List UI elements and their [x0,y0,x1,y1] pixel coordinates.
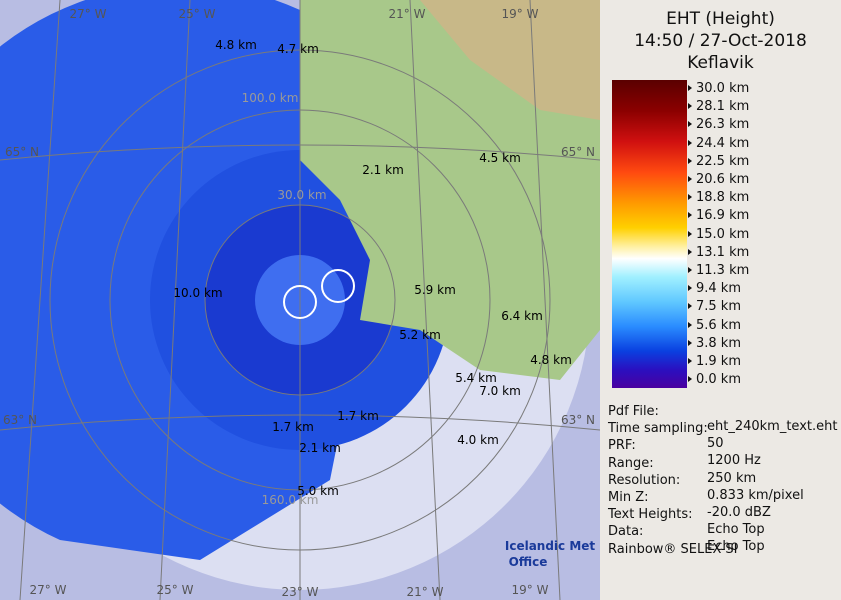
logo-text: Office [509,555,548,569]
echo-top-label: 5.0 km [297,484,339,498]
radar-site [283,285,317,319]
info-value: 0.833 km/pixel [707,487,804,503]
info-value: -20.0 dBZ [707,505,771,520]
legend-label: 1.9 km [688,354,741,369]
info-value: 1200 Hz [707,453,761,469]
grid-label: 63° N [561,413,595,427]
grid-label: 63° N [3,413,37,427]
echo-top-label: 10.0 km [173,286,222,300]
grid-label: 23° W [282,585,319,599]
legend-label: 3.8 km [688,336,741,351]
time: 14:50 / 27-Oct-2018 [634,31,807,51]
title: EHT (Height) [666,9,775,29]
info-row: PRF: 1200 Hz [608,438,761,468]
legend-label: 24.4 km [688,136,749,151]
info-key: Min Z: [608,490,649,505]
grid-label: 19° W [502,7,539,21]
info-row: Text Heights: Echo Top [608,507,765,537]
info-value: eht_240km_text.eht [707,419,838,434]
grid-label: 27° W [30,583,67,597]
range-label: 30.0 km [277,188,326,202]
info-value: 50 [707,436,724,452]
info-key: Range: [608,455,654,471]
echo-top-label: 7.0 km [479,384,521,398]
logo-text: Icelandic Met [505,539,596,553]
grid-label: 27° W [70,7,107,21]
radar-site [321,269,355,303]
legend-label: 28.1 km [688,99,749,114]
info-row: Data: Echo Top [608,524,765,554]
echo-top-label: 5.2 km [399,328,441,342]
range-label: 160.0 km [262,493,319,507]
grid-label: 25° W [157,583,194,597]
echo-top-label: 4.8 km [530,353,572,367]
legend-label: 0.0 km [688,372,741,387]
echo-top-label: 2.1 km [362,163,404,177]
info-row: Resolution: 0.833 km/pixel [608,472,804,503]
legend-label: 7.5 km [688,299,741,314]
legend-label: 5.6 km [688,318,741,333]
grid-label: 19° W [512,583,549,597]
grid-label: 25° W [179,7,216,21]
legend-label: 15.0 km [688,227,749,242]
echo-top-label: 4.5 km [479,151,521,165]
grid-label: 21° W [389,7,426,21]
info-value: Echo Top [707,539,765,555]
info-row: Range: 250 km [608,455,756,486]
legend-label: 16.9 km [688,208,749,223]
legend-label: 26.3 km [688,117,749,132]
echo-top-label: 5.4 km [455,371,497,385]
echo-top-label: 2.1 km [299,441,341,455]
info-value: Echo Top [707,522,765,538]
echo-top-label: 1.7 km [272,420,314,434]
legend-label: 18.8 km [688,190,749,205]
echo-top-label: 1.7 km [337,409,379,423]
site: Keflavik [687,53,754,73]
info-value: 250 km [707,470,757,486]
grid-label: 21° W [407,585,444,599]
info-row: Pdf File: eht_240km_text.eht [608,404,837,434]
legend-label: 22.5 km [688,154,749,169]
info-key: PRF: [608,438,636,454]
legend-label: 20.6 km [688,172,749,187]
info-key: Pdf File: [608,404,659,419]
highland [420,0,600,120]
echo-top-label: 4.0 km [457,433,499,447]
legend-label: 13.1 km [688,245,749,260]
info-key: Time sampling: [608,421,708,437]
info-key: Text Heights: [608,507,693,523]
echo-top-label: 5.9 km [414,283,456,297]
grid-label: 65° N [561,145,595,159]
range-rings [0,0,600,600]
legend-label: 11.3 km [688,263,749,278]
range-label: 100.0 km [242,91,299,105]
side-panel: EHT (Height) 14:50 / 27-Oct-2018 Keflavi… [600,0,841,600]
echo-top-label: 4.8 km [215,38,257,52]
info-row: Time sampling: 50 [608,421,724,451]
legend-label: 30.0 km [688,81,749,96]
footer: Rainbow® SELEX-SI [608,541,738,557]
info-key: Resolution: [608,472,681,488]
grid-label: 65° N [5,145,39,159]
color-scale [612,80,687,388]
info-key: Data: [608,524,644,540]
echo-top-label: 4.7 km [277,42,319,56]
info-row: Min Z: -20.0 dBZ [608,490,771,520]
legend-label: 9.4 km [688,281,741,296]
radar-map: 27° W 25° W 21° W 19° W 65° N 65° N 63° N 63° N… [0,0,600,600]
echo-top-label: 6.4 km [501,309,543,323]
